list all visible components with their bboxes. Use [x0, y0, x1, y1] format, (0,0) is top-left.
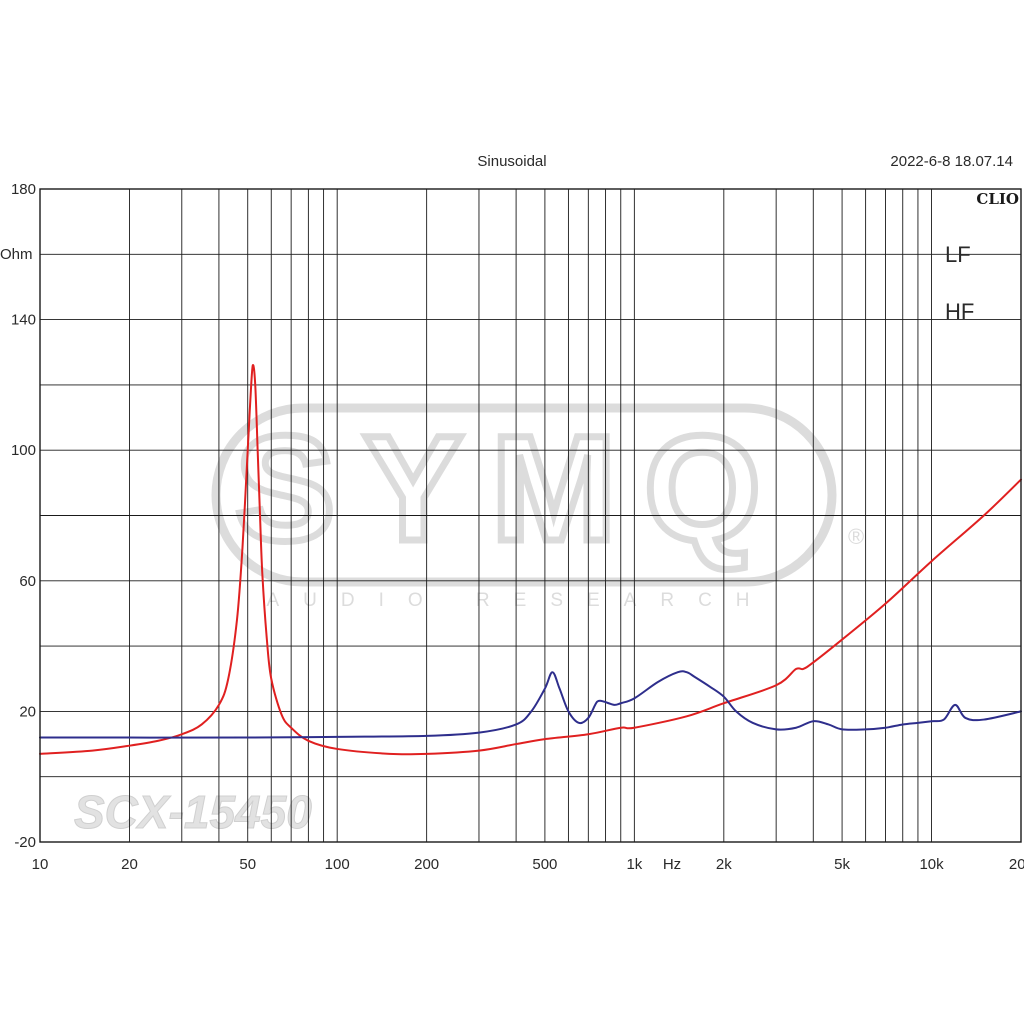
legend-lf: LF — [945, 242, 971, 267]
x-tick-label: 10k — [919, 856, 944, 873]
legend: LF HF — [945, 242, 974, 324]
watermark-model: SCX-15450 — [74, 786, 312, 838]
watermark-logo-text: SYMQ — [235, 404, 789, 572]
x-tick-labels: 10 20 50 100 200 500 1k 2k 5k 10k 20k — [32, 856, 1024, 873]
x-tick-label: 200 — [414, 856, 439, 873]
series-layer — [39, 363, 1022, 756]
chart-title: Sinusoidal — [477, 153, 546, 170]
clio-brand: CLIO — [976, 190, 1019, 208]
x-axis-label: Hz — [663, 856, 681, 873]
x-tick-label: 1k — [626, 856, 642, 873]
x-tick-label: 2k — [716, 856, 732, 873]
watermark-logo-frame — [211, 403, 837, 587]
x-tick-label: 100 — [325, 856, 350, 873]
y-tick-label: 60 — [19, 573, 36, 590]
watermark-registered-mark: ® — [848, 524, 864, 549]
y-tick-label: 180 — [11, 181, 36, 198]
x-tick-label: 10 — [32, 856, 49, 873]
y-tick-label: 140 — [11, 312, 36, 329]
timestamp: 2022-6-8 18.07.14 — [890, 153, 1013, 170]
x-tick-label: 50 — [239, 856, 256, 873]
plot-frame — [39, 188, 1022, 843]
y-tick-labels: 180 140 100 60 20 -20 — [11, 181, 36, 851]
y-tick-label: -20 — [14, 834, 36, 851]
series-line-hf — [39, 670, 1022, 739]
x-tick-label: 20k — [1009, 856, 1024, 873]
x-tick-label: 20 — [121, 856, 138, 873]
x-tick-label: 500 — [532, 856, 557, 873]
watermark-tagline: AUDIO RESEARCH — [266, 590, 773, 611]
symq-watermark: SYMQ ® AUDIO RESEARCH SCX-15450 — [74, 401, 865, 839]
y-axis-label: Ohm — [0, 246, 33, 263]
series-line-lf — [39, 363, 1022, 756]
y-tick-label: 100 — [11, 442, 36, 459]
y-tick-label: 20 — [19, 703, 36, 720]
x-tick-label: 5k — [834, 856, 850, 873]
legend-hf: HF — [945, 299, 974, 324]
